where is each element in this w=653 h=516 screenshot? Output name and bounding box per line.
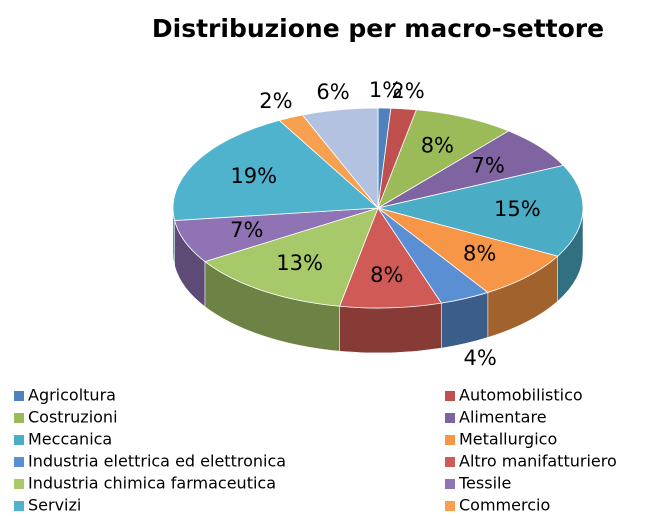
legend-label: Automobilistico	[459, 386, 583, 405]
legend-label: Tessile	[458, 474, 511, 493]
legend-label: Meccanica	[28, 430, 112, 449]
slice	[377, 207, 559, 293]
legend-label: Commercio	[459, 496, 550, 515]
chart-title: Distribuzione per macro-settore	[152, 14, 604, 43]
legend-label: Metallurgico	[459, 430, 557, 449]
legend-swatch	[14, 391, 24, 401]
data-label: 7%	[471, 153, 504, 177]
data-label: 8%	[370, 263, 403, 287]
slice	[204, 207, 379, 307]
legend-swatch	[445, 413, 455, 423]
legend-swatch	[14, 501, 24, 511]
legend-swatch	[445, 435, 455, 445]
data-label: 6%	[316, 80, 349, 104]
slice	[377, 109, 510, 209]
slice	[172, 119, 379, 221]
data-label: 8%	[463, 242, 496, 266]
data-label: 19%	[230, 164, 277, 188]
data-label: 13%	[276, 251, 323, 275]
legend-swatch	[14, 413, 24, 423]
data-label: 15%	[494, 197, 541, 221]
legend-swatch	[445, 479, 455, 489]
data-label: 7%	[230, 218, 263, 242]
slice-side	[339, 302, 442, 354]
data-label: 2%	[391, 79, 424, 103]
legend-swatch	[14, 457, 24, 467]
data-label: 1%	[369, 78, 402, 102]
slice	[339, 207, 443, 309]
legend-label: Servizi	[28, 496, 81, 515]
legend-swatch	[445, 457, 455, 467]
legend-label: Altro manifatturiero	[459, 452, 617, 471]
slice	[301, 107, 379, 210]
data-label: 2%	[259, 89, 292, 113]
legend-swatch	[445, 501, 455, 511]
legend-label: Costruzioni	[28, 408, 118, 427]
legend-label: Agricoltura	[28, 386, 116, 405]
legend-label: Alimentare	[459, 408, 547, 427]
legend-label: Industria chimica farmaceutica	[28, 474, 276, 493]
legend-label: Industria elettrica ed elettronica	[28, 452, 286, 471]
data-label: 4%	[463, 346, 496, 370]
legend-swatch	[14, 479, 24, 489]
legend-swatch	[14, 435, 24, 445]
slice	[377, 164, 584, 257]
legend-swatch	[445, 391, 455, 401]
data-label: 8%	[421, 133, 454, 157]
